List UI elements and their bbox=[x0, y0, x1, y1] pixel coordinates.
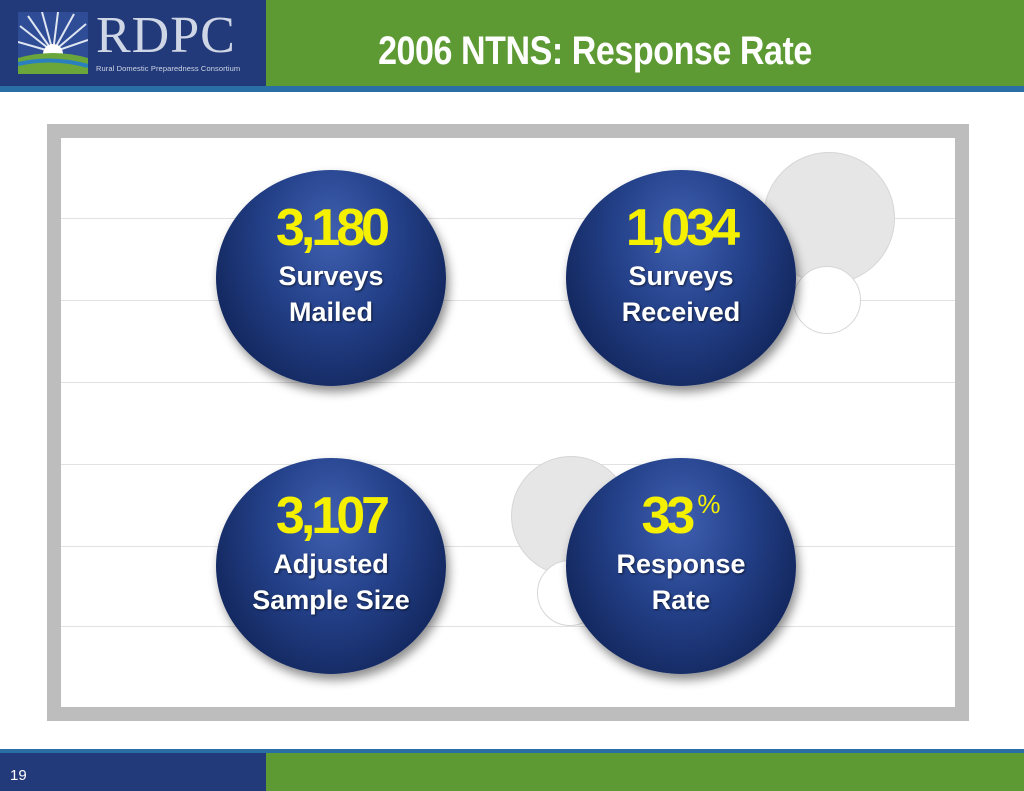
content-area: 3,180 Surveys Mailed 1,034 Surveys Recei… bbox=[61, 138, 955, 707]
footer-divider bbox=[0, 749, 1024, 753]
gridline bbox=[61, 626, 955, 627]
gridline bbox=[61, 218, 955, 219]
stat-bubble-surveys-received: 1,034 Surveys Received bbox=[566, 170, 796, 386]
stat-bubble-adjusted-sample-size: 3,107 Adjusted Sample Size bbox=[216, 458, 446, 674]
logo: RDPC Rural Domestic Preparedness Consort… bbox=[0, 0, 266, 86]
sunrise-logo-icon bbox=[18, 12, 88, 74]
stat-bubble-surveys-mailed: 3,180 Surveys Mailed bbox=[216, 170, 446, 386]
stat-value-number: 33 bbox=[641, 487, 696, 545]
stat-label: Adjusted bbox=[273, 549, 389, 579]
decorative-circle bbox=[793, 266, 861, 334]
footer-navy-block: 19 bbox=[0, 753, 266, 791]
header-divider bbox=[0, 86, 1024, 92]
stat-label: Rate bbox=[651, 585, 711, 615]
gridline bbox=[61, 546, 955, 547]
gridline bbox=[61, 300, 955, 301]
page-number: 19 bbox=[10, 767, 27, 784]
page-title: 2006 NTNS: Response Rate bbox=[378, 29, 812, 73]
stat-bubble-response-rate: 33% Response Rate bbox=[566, 458, 796, 674]
stat-value: 33% bbox=[566, 486, 796, 546]
stat-value: 1,034 bbox=[625, 199, 740, 257]
stat-label: Mailed bbox=[288, 297, 374, 327]
gridline bbox=[61, 382, 955, 383]
footer-bar: 19 bbox=[0, 749, 1024, 791]
logo-text: RDPC bbox=[96, 7, 236, 64]
stat-value: 3,107 bbox=[275, 487, 390, 545]
logo-subtitle: Rural Domestic Preparedness Consortium bbox=[96, 64, 241, 73]
stat-value: 3,180 bbox=[275, 199, 390, 257]
content-panel: 3,180 Surveys Mailed 1,034 Surveys Recei… bbox=[47, 124, 969, 721]
stat-label: Surveys bbox=[628, 261, 734, 291]
stat-label: Response bbox=[616, 549, 746, 579]
stat-label: Surveys bbox=[278, 261, 384, 291]
percent-sign: % bbox=[697, 489, 721, 519]
stat-label: Received bbox=[621, 297, 741, 327]
header-bar: RDPC Rural Domestic Preparedness Consort… bbox=[0, 0, 1024, 92]
stat-label: Sample Size bbox=[252, 585, 410, 615]
gridline bbox=[61, 464, 955, 465]
